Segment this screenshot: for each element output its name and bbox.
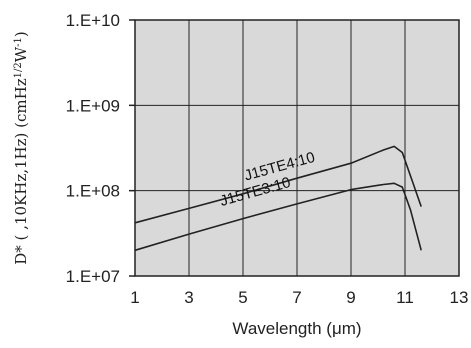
y-axis-label-end: ) (12, 31, 30, 37)
y-tick-label: 1.E+10 (66, 11, 120, 30)
y-axis-label-sup2: -1 (13, 37, 24, 47)
y-axis-label-sup1: 1/2 (13, 62, 24, 78)
x-tick-label: 11 (396, 288, 414, 307)
x-tick-labels: 1 3 5 7 9 11 13 (130, 288, 468, 307)
y-tick-label: 1.E+09 (66, 96, 120, 115)
x-tick-label: 5 (238, 288, 247, 307)
y-tick-labels: 1.E+07 1.E+08 1.E+09 1.E+10 (66, 11, 135, 286)
y-axis-label-main: D* ( ,10KHz,1Hz) (cmHz (12, 78, 30, 264)
x-tick-label: 1 (130, 288, 139, 307)
x-tick-label: 7 (292, 288, 301, 307)
series-lines (134, 145, 422, 252)
y-tick-label: 1.E+08 (66, 182, 120, 201)
x-tick-label: 13 (450, 288, 469, 307)
x-tick-label: 3 (184, 288, 193, 307)
series-line-2 (134, 182, 422, 252)
y-axis-label: D* ( ,10KHz,1Hz) (cmHz1/2W-1) (12, 31, 30, 264)
y-tick-label: 1.E+07 (66, 267, 120, 286)
x-axis-label: Wavelength (μm) (232, 319, 361, 338)
y-axis-label-mid: W (12, 46, 30, 62)
x-tick-label: 9 (346, 288, 355, 307)
series-line-1 (134, 145, 422, 224)
